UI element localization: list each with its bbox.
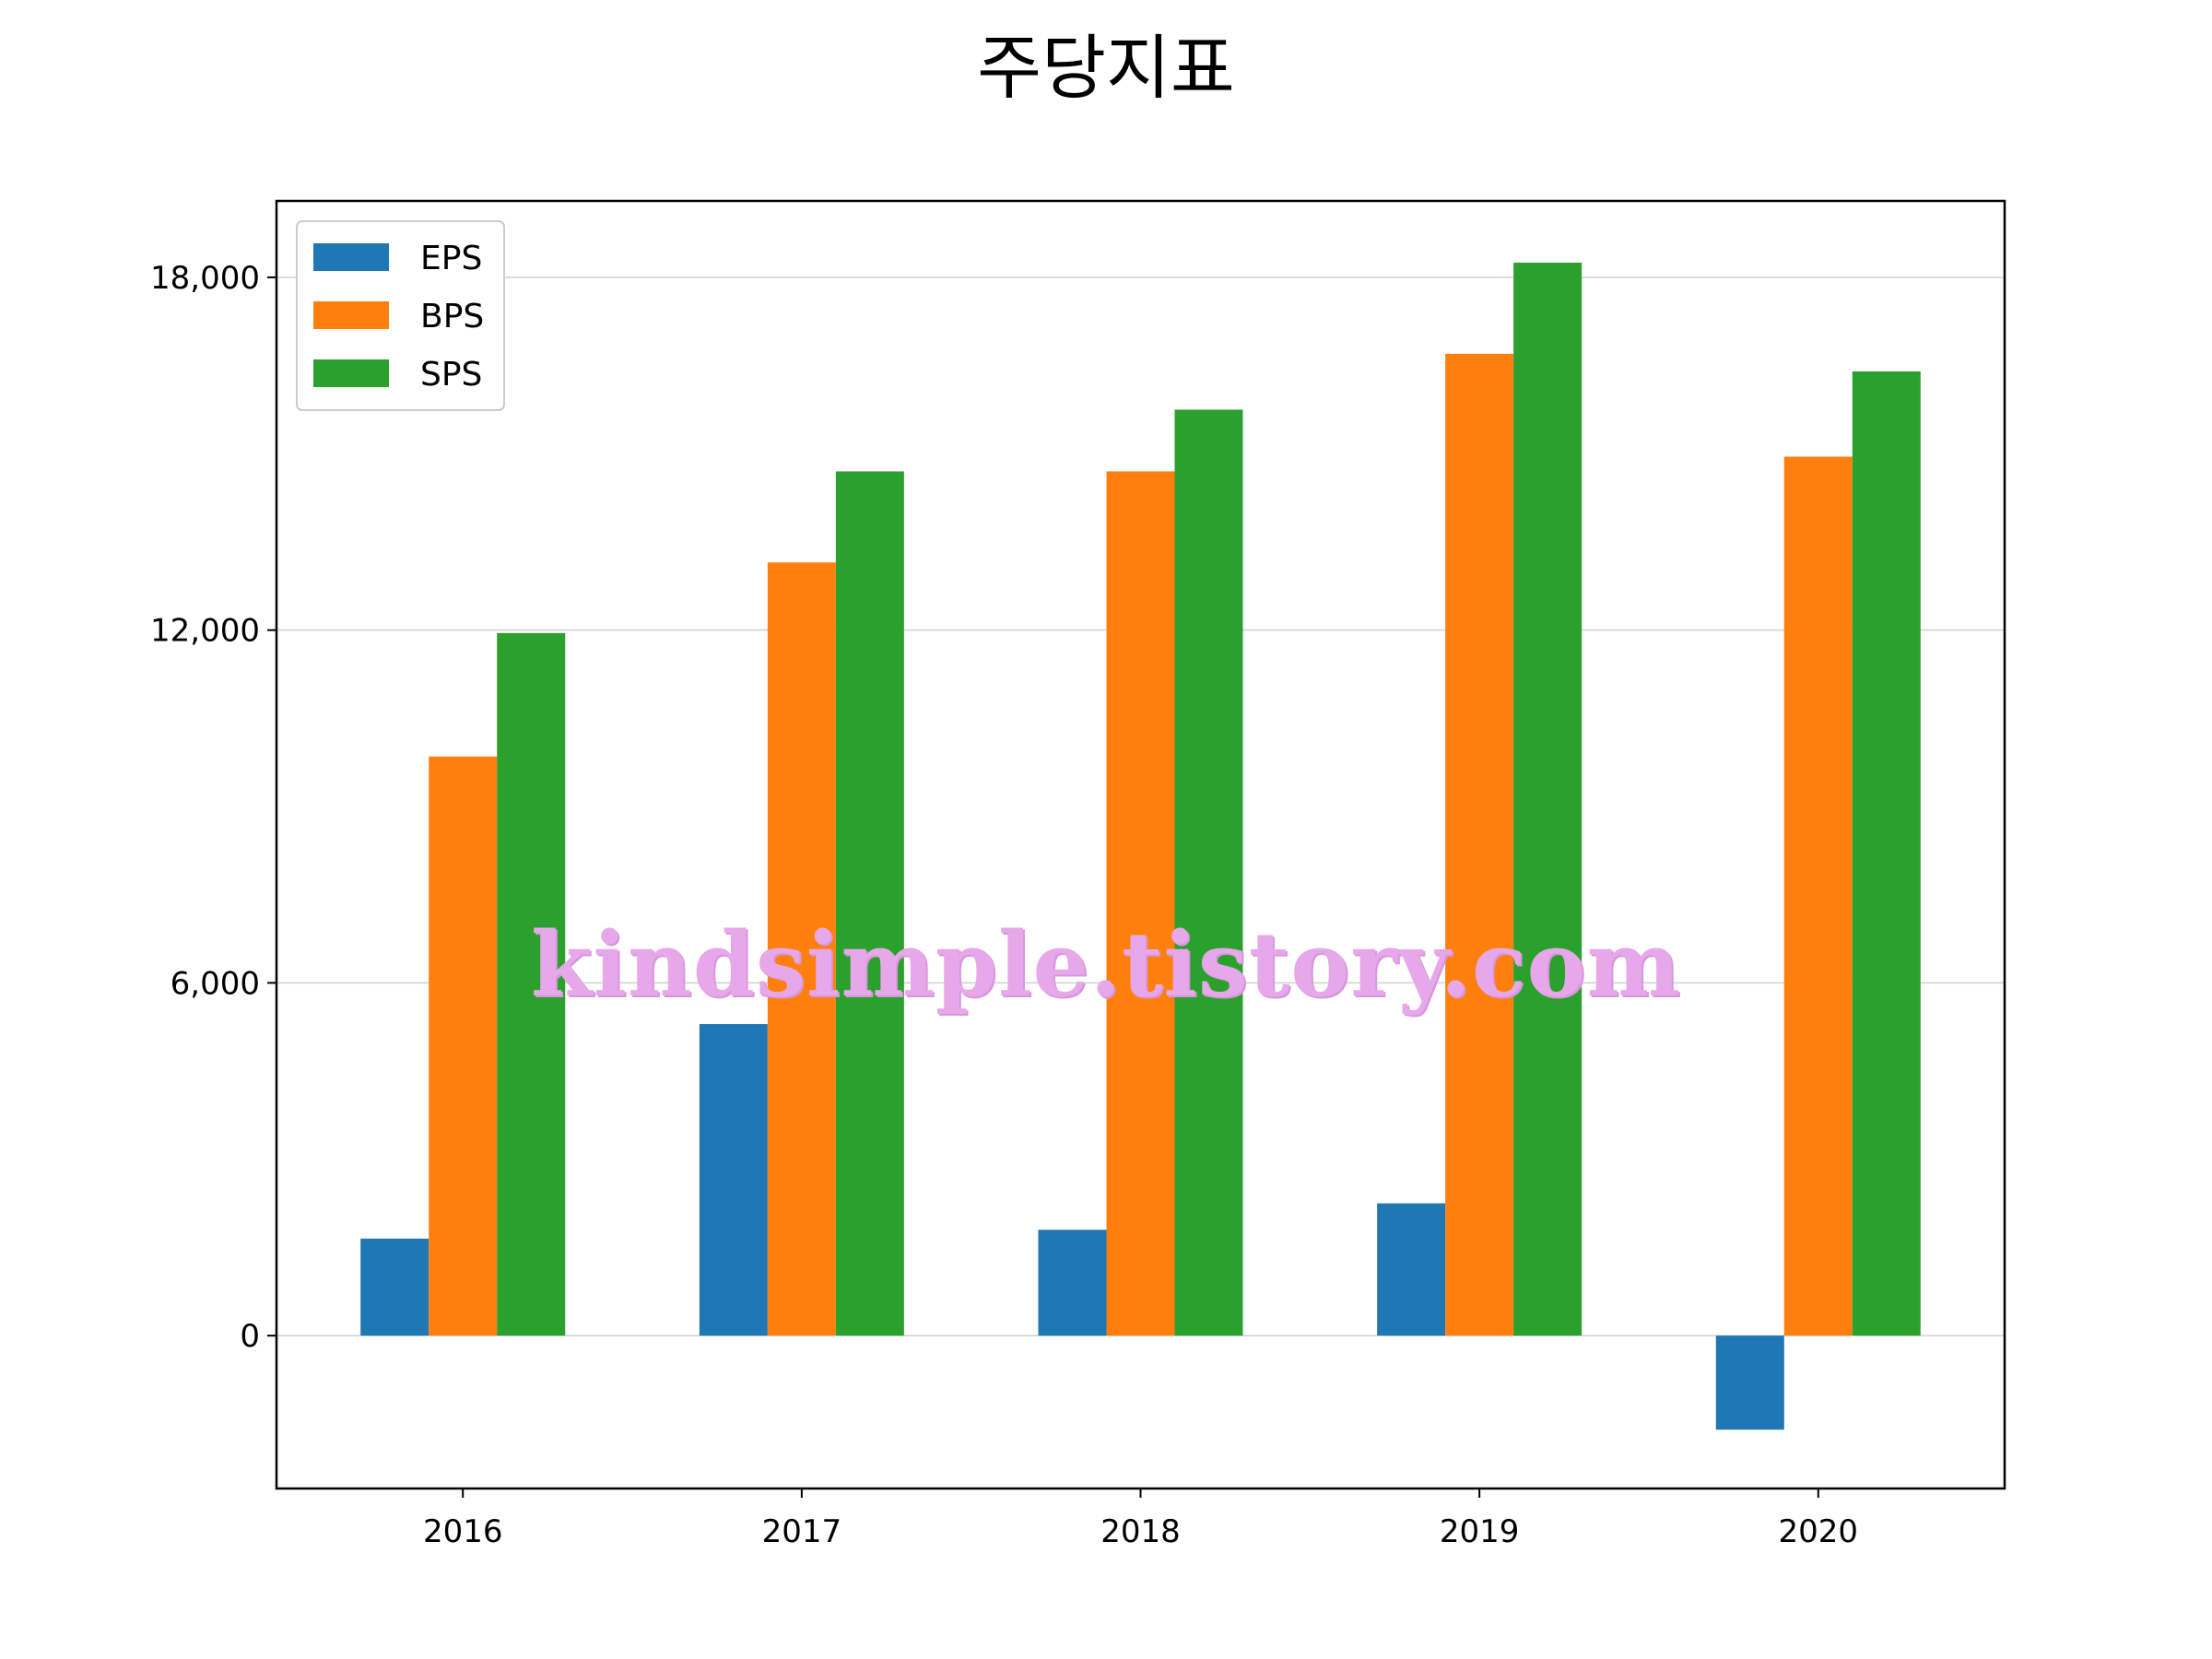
y-tick-label: 18,000: [150, 260, 260, 297]
bar-eps-2018: [1038, 1230, 1107, 1336]
legend-swatch-sps: [313, 359, 389, 387]
legend-label-sps: SPS: [420, 356, 482, 394]
x-tick-label: 2017: [762, 1513, 842, 1550]
bar-sps-2016: [497, 632, 566, 1336]
x-tick-label: 2016: [423, 1513, 503, 1550]
x-tick-label: 2018: [1100, 1513, 1181, 1550]
y-tick-label: 6,000: [171, 965, 260, 1002]
bar-eps-2016: [360, 1238, 429, 1336]
bar-bps-2018: [1106, 471, 1175, 1336]
watermark-text: kindsimple.tistory.com: [530, 912, 1682, 1017]
bar-bps-2017: [767, 562, 836, 1336]
chart-title: 주당지표: [977, 27, 1235, 109]
y-axis: 0 6,000 12,000 18,000: [150, 260, 276, 1355]
x-tick-label: 2019: [1440, 1513, 1520, 1550]
bar-bps-2019: [1445, 353, 1514, 1336]
y-tick-label: 0: [240, 1318, 260, 1355]
legend-swatch-eps: [313, 243, 389, 271]
bar-sps-2018: [1174, 409, 1243, 1336]
legend: EPS BPS SPS: [296, 220, 505, 411]
bar-eps-2017: [699, 1024, 768, 1336]
bar-bps-2020: [1783, 456, 1853, 1336]
bar-bps-2016: [429, 756, 498, 1336]
bar-sps-2019: [1513, 262, 1583, 1336]
bar-sps-2017: [835, 471, 904, 1336]
legend-swatch-bps: [313, 301, 389, 329]
x-tick-label: 2020: [1779, 1513, 1859, 1550]
legend-label-bps: BPS: [420, 298, 484, 335]
y-tick-label: 12,000: [150, 613, 260, 650]
bar-sps-2020: [1852, 371, 1921, 1336]
legend-label-eps: EPS: [420, 240, 482, 277]
bar-eps-2020: [1715, 1335, 1784, 1430]
bar-eps-2019: [1377, 1203, 1446, 1336]
bars: [360, 262, 1921, 1430]
x-axis: 2016 2017 2018 2019 2020: [423, 1488, 1858, 1550]
